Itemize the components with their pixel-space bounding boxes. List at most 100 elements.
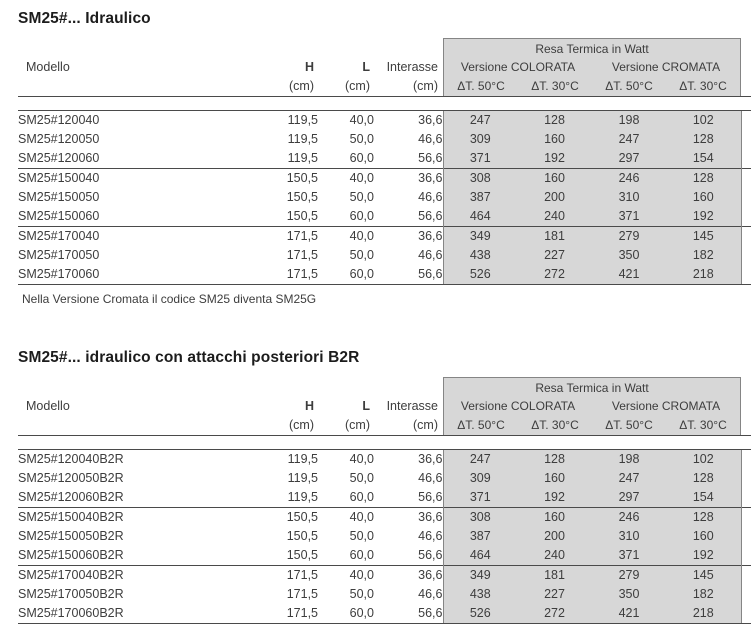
cell-interasse: 46,6 xyxy=(418,132,443,146)
cell-h: 171,5 xyxy=(286,248,318,262)
cell-cromata-dt50: 297 xyxy=(592,488,666,508)
col-label-interasse: Interasse xyxy=(386,399,438,413)
cell-cromata-dt30: 128 xyxy=(666,168,741,188)
cell-cromata-dt30: 145 xyxy=(666,565,741,585)
cell-l: 50,0 xyxy=(349,248,374,262)
cell-h: 171,5 xyxy=(258,565,318,585)
cell-colorata-dt30: 272 xyxy=(517,265,592,285)
cell-colorata-dt50: 371 xyxy=(442,149,517,169)
cell-modello: SM25#170050 xyxy=(18,248,100,262)
col-label-modello: Modello xyxy=(26,60,70,74)
cell-h: 119,5 xyxy=(258,449,318,469)
cell-cromata-dt30: 192 xyxy=(666,207,741,227)
table-row: SM25#150040B2R 150,5 40,0 36,6 308 160 2… xyxy=(18,507,751,527)
cell-modello: SM25#170060B2R xyxy=(18,604,258,624)
cromata-dt30-label: ΔT. 30°C xyxy=(679,79,727,93)
cell-right-spacer xyxy=(740,188,751,207)
col-unit-l: (cm) xyxy=(345,79,370,93)
cell-cromata-dt30: 218 xyxy=(666,265,741,285)
colorata-dt50-label: ΔT. 50°C xyxy=(457,79,505,93)
col-label-l: L xyxy=(362,60,370,74)
table-row: SM25#150050 150,5 50,0 46,6 387 200 310 … xyxy=(18,188,751,207)
cell-colorata-dt50: 438 xyxy=(442,585,517,604)
cell-interasse: 56,6 xyxy=(374,265,443,285)
cell-right-spacer xyxy=(740,449,751,469)
cell-right-spacer xyxy=(740,585,751,604)
colorata-dt30-label: ΔT. 30°C xyxy=(531,79,579,93)
cell-right-spacer xyxy=(740,469,751,488)
cell-colorata-dt30: 227 xyxy=(517,585,592,604)
cell-interasse: 56,6 xyxy=(418,151,443,165)
cell-right-spacer xyxy=(740,130,751,149)
cell-l: 60,0 xyxy=(349,490,374,504)
cell-colorata-dt50: 464 xyxy=(442,207,517,227)
table-row: SM25#120060B2R 119,5 60,0 56,6 371 192 2… xyxy=(18,488,751,508)
cell-colorata-dt50: 247 xyxy=(442,110,517,130)
header-gap xyxy=(18,97,751,110)
cell-h: 171,5 xyxy=(258,604,318,624)
table-row: SM25#170060B2R 171,5 60,0 56,6 526 272 4… xyxy=(18,604,751,624)
table-row: SM25#150050B2R 150,5 50,0 46,6 387 200 3… xyxy=(18,527,751,546)
cell-h: 150,5 xyxy=(286,209,318,223)
colorata-dt50-label: ΔT. 50°C xyxy=(457,418,505,432)
col-unit-interasse: (cm) xyxy=(413,79,438,93)
cell-cromata-dt30: 160 xyxy=(666,188,741,207)
cell-colorata-dt50: 349 xyxy=(442,226,517,246)
cromata-dt30-label: ΔT. 30°C xyxy=(679,418,727,432)
col-header-modello: Modello xyxy=(18,58,258,96)
cell-colorata-dt50: 526 xyxy=(442,604,517,624)
cell-colorata-dt30: 272 xyxy=(517,604,592,624)
cell-interasse: 36,6 xyxy=(374,168,443,188)
cell-h: 171,5 xyxy=(286,587,318,601)
cromata-dt50-label: ΔT. 50°C xyxy=(605,79,653,93)
cell-colorata-dt30: 128 xyxy=(517,110,592,130)
cell-right-spacer xyxy=(740,110,751,130)
cell-cromata-dt30: 128 xyxy=(666,469,741,488)
cell-h: 150,5 xyxy=(258,507,318,527)
cell-l: 50,0 xyxy=(349,587,374,601)
table-body: SM25#120040B2R 119,5 40,0 36,6 247 128 1… xyxy=(18,449,751,624)
cell-cromata-dt30: 182 xyxy=(666,246,741,265)
cell-colorata-dt50: 464 xyxy=(442,546,517,566)
cromata-dt50-label: ΔT. 50°C xyxy=(605,418,653,432)
col-header-interasse: Interasse (cm) xyxy=(374,58,443,96)
spec-table-idraulico-b2r: SM25#120040B2R 119,5 40,0 36,6 247 128 1… xyxy=(18,449,751,624)
cell-colorata-dt30: 160 xyxy=(517,130,592,149)
table-row: SM25#170040B2R 171,5 40,0 36,6 349 181 2… xyxy=(18,565,751,585)
cell-colorata-dt30: 181 xyxy=(517,226,592,246)
versione-cromata-label: Versione CROMATA xyxy=(611,60,721,74)
col-unit-empty xyxy=(26,416,258,435)
cell-h: 119,5 xyxy=(258,110,318,130)
cell-colorata-dt50: 438 xyxy=(442,246,517,265)
cell-cromata-dt50: 371 xyxy=(592,546,666,566)
cell-modello: SM25#120050 xyxy=(18,132,100,146)
cell-cromata-dt30: 102 xyxy=(666,110,741,130)
table-row: SM25#120050 119,5 50,0 46,6 309 160 247 … xyxy=(18,130,751,149)
cell-l: 60,0 xyxy=(318,604,374,624)
cell-right-spacer xyxy=(740,507,751,527)
cell-interasse: 56,6 xyxy=(418,490,443,504)
col-unit-empty xyxy=(26,77,258,96)
cell-cromata-dt30: 128 xyxy=(666,130,741,149)
header-right-spacer xyxy=(741,38,751,96)
cell-right-spacer xyxy=(740,226,751,246)
colorata-dt30-label: ΔT. 30°C xyxy=(531,418,579,432)
cell-cromata-dt30: 154 xyxy=(666,149,741,169)
cell-modello: SM25#150040 xyxy=(18,168,258,188)
table-row: SM25#120040B2R 119,5 40,0 36,6 247 128 1… xyxy=(18,449,751,469)
cromata-note: Nella Versione Cromata il codice SM25 di… xyxy=(22,292,317,306)
resa-termica-title: Resa Termica in Watt xyxy=(535,381,649,395)
cell-cromata-dt50: 310 xyxy=(592,188,666,207)
cell-modello: SM25#150050 xyxy=(18,190,100,204)
cell-modello: SM25#120040B2R xyxy=(18,449,258,469)
col-header-l: L (cm) xyxy=(318,58,374,96)
cell-interasse: 36,6 xyxy=(374,226,443,246)
col-header-h: H (cm) xyxy=(258,58,318,96)
cell-right-spacer xyxy=(740,565,751,585)
cell-h: 171,5 xyxy=(258,265,318,285)
spec-table-idraulico: SM25#120040 119,5 40,0 36,6 247 128 198 … xyxy=(18,110,751,285)
cell-right-spacer xyxy=(740,546,751,566)
table-row: SM25#120040 119,5 40,0 36,6 247 128 198 … xyxy=(18,110,751,130)
cell-h: 119,5 xyxy=(287,471,318,485)
